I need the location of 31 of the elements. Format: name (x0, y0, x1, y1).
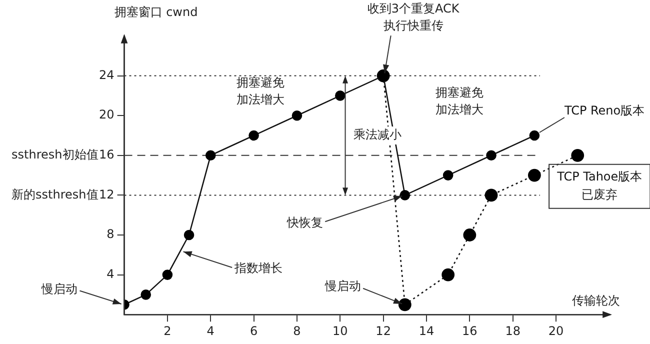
annotation: 快恢复 (286, 215, 323, 230)
annotation: 指数增长 (233, 261, 282, 276)
x-tick-label: 4 (206, 324, 214, 338)
y-tick-label: 16 (98, 148, 114, 162)
x-tick-label: 8 (293, 324, 301, 338)
text: TCP Reno版本 (563, 104, 645, 118)
x-tick-label: 12 (376, 324, 391, 338)
x-tick-label: 20 (548, 324, 564, 338)
series-label: TCP Tahoe版本 (556, 170, 642, 184)
y-tick-label: 20 (98, 108, 114, 122)
annotation: 拥塞避免加法增大 (435, 85, 484, 116)
x-tick-label: 14 (418, 324, 434, 338)
x-tick-label: 6 (250, 324, 258, 338)
x-axis-title: 传输轮次 (572, 294, 620, 308)
y-tick-label: 4 (106, 266, 114, 281)
annotation: 已废弃 (582, 188, 618, 202)
annotation: 拥塞避免加法增大 (236, 75, 284, 106)
x-tick-label: 2 (164, 324, 172, 338)
annotation: 慢启动 (324, 278, 361, 293)
annotation: 乘法减小 (353, 128, 402, 142)
ref-line-label: 新的ssthresh值 (12, 187, 98, 202)
ref-line-label: ssthresh初始值 (12, 148, 98, 162)
y-tick-label: 8 (106, 227, 114, 242)
y-tick-label: 12 (98, 187, 114, 202)
x-tick-label: 18 (505, 324, 520, 338)
y-tick-label: 24 (98, 68, 114, 82)
y-axis-title: 拥塞窗口 cwnd (114, 5, 198, 19)
annotation: 收到3个重复ACK 执行快重传 (367, 1, 460, 32)
annotation: 慢启动 (40, 282, 78, 296)
x-tick-label: 16 (462, 324, 478, 338)
x-tick-label: 10 (332, 324, 348, 338)
